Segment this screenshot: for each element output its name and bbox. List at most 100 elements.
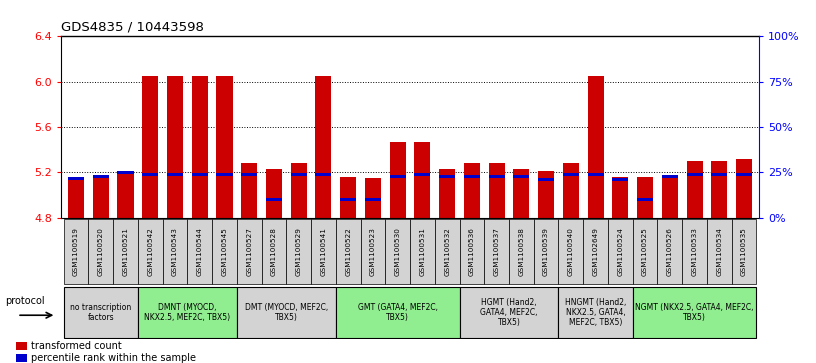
Text: no transcription
factors: no transcription factors	[70, 303, 131, 322]
Bar	[463, 163, 480, 218]
Bar	[736, 173, 752, 176]
Text: GSM1102649: GSM1102649	[592, 227, 599, 276]
Bar	[340, 198, 357, 201]
Text: GSM1100530: GSM1100530	[395, 227, 401, 276]
Text: HGMT (Hand2,
GATA4, MEF2C,
TBX5): HGMT (Hand2, GATA4, MEF2C, TBX5)	[481, 298, 538, 327]
Text: GSM1100540: GSM1100540	[568, 227, 574, 276]
FancyBboxPatch shape	[732, 219, 756, 284]
FancyBboxPatch shape	[682, 219, 707, 284]
Bar	[736, 159, 752, 218]
FancyBboxPatch shape	[484, 219, 509, 284]
Bar	[316, 76, 331, 218]
FancyBboxPatch shape	[113, 219, 138, 284]
FancyBboxPatch shape	[88, 219, 113, 284]
Bar	[612, 177, 628, 218]
Bar	[192, 76, 208, 218]
FancyBboxPatch shape	[632, 287, 756, 338]
Bar	[290, 163, 307, 218]
Bar	[340, 177, 357, 218]
FancyBboxPatch shape	[286, 219, 311, 284]
Text: GSM1100535: GSM1100535	[741, 227, 747, 276]
Bar	[439, 175, 455, 178]
Bar	[712, 161, 727, 218]
FancyBboxPatch shape	[188, 219, 212, 284]
Bar	[290, 173, 307, 176]
Bar	[389, 142, 406, 218]
FancyBboxPatch shape	[311, 219, 336, 284]
Bar	[637, 177, 653, 218]
Text: GSM1100531: GSM1100531	[419, 227, 425, 276]
Text: GSM1100539: GSM1100539	[543, 227, 549, 276]
Bar	[16, 354, 26, 362]
FancyBboxPatch shape	[608, 219, 632, 284]
FancyBboxPatch shape	[509, 219, 534, 284]
FancyBboxPatch shape	[534, 219, 558, 284]
FancyBboxPatch shape	[558, 287, 632, 338]
Bar	[662, 177, 678, 218]
Bar	[216, 173, 233, 176]
FancyBboxPatch shape	[658, 219, 682, 284]
FancyBboxPatch shape	[162, 219, 188, 284]
Bar	[216, 76, 233, 218]
FancyBboxPatch shape	[237, 287, 336, 338]
Bar	[686, 161, 703, 218]
Text: GSM1100536: GSM1100536	[469, 227, 475, 276]
Bar	[93, 175, 109, 178]
Text: protocol: protocol	[5, 296, 45, 306]
Bar	[192, 173, 208, 176]
Bar	[365, 198, 381, 201]
Bar	[316, 173, 331, 176]
FancyBboxPatch shape	[64, 219, 88, 284]
Bar	[538, 171, 554, 218]
Text: percentile rank within the sample: percentile rank within the sample	[31, 352, 196, 363]
Bar	[463, 175, 480, 178]
Bar	[637, 198, 653, 201]
FancyBboxPatch shape	[459, 287, 558, 338]
Bar	[538, 178, 554, 182]
Text: DMNT (MYOCD,
NKX2.5, MEF2C, TBX5): DMNT (MYOCD, NKX2.5, MEF2C, TBX5)	[144, 303, 230, 322]
Text: GSM1100528: GSM1100528	[271, 227, 277, 276]
Text: GSM1100537: GSM1100537	[494, 227, 499, 276]
FancyBboxPatch shape	[435, 219, 459, 284]
Text: GSM1100523: GSM1100523	[370, 227, 376, 276]
Text: GSM1100524: GSM1100524	[618, 227, 623, 276]
Bar	[415, 173, 431, 176]
FancyBboxPatch shape	[385, 219, 410, 284]
Text: GSM1100522: GSM1100522	[345, 227, 351, 276]
FancyBboxPatch shape	[707, 219, 732, 284]
Bar	[389, 175, 406, 178]
FancyBboxPatch shape	[262, 219, 286, 284]
FancyBboxPatch shape	[138, 219, 162, 284]
Text: GSM1100541: GSM1100541	[321, 227, 326, 276]
Bar	[242, 163, 257, 218]
Bar	[439, 169, 455, 218]
FancyBboxPatch shape	[237, 219, 262, 284]
Bar	[513, 169, 530, 218]
Bar	[563, 163, 579, 218]
FancyBboxPatch shape	[459, 219, 484, 284]
Bar	[489, 163, 504, 218]
Bar	[242, 173, 257, 176]
Bar	[16, 342, 26, 350]
Text: GMT (GATA4, MEF2C,
TBX5): GMT (GATA4, MEF2C, TBX5)	[357, 303, 437, 322]
Bar	[93, 177, 109, 218]
Bar	[415, 142, 431, 218]
Text: GSM1100525: GSM1100525	[642, 227, 648, 276]
Bar	[266, 198, 282, 201]
FancyBboxPatch shape	[64, 287, 138, 338]
Bar	[68, 176, 84, 180]
Text: GSM1100532: GSM1100532	[444, 227, 450, 276]
FancyBboxPatch shape	[336, 287, 459, 338]
Bar	[142, 76, 158, 218]
FancyBboxPatch shape	[632, 219, 658, 284]
Bar	[489, 175, 504, 178]
Text: HNGMT (Hand2,
NKX2.5, GATA4,
MEF2C, TBX5): HNGMT (Hand2, NKX2.5, GATA4, MEF2C, TBX5…	[565, 298, 627, 327]
Bar	[588, 173, 604, 176]
Text: GSM1100543: GSM1100543	[172, 227, 178, 276]
Bar	[68, 177, 84, 218]
Text: GDS4835 / 10443598: GDS4835 / 10443598	[61, 21, 204, 34]
Bar	[266, 169, 282, 218]
Bar	[118, 174, 134, 218]
FancyBboxPatch shape	[558, 219, 583, 284]
Text: GSM1100521: GSM1100521	[122, 227, 129, 276]
